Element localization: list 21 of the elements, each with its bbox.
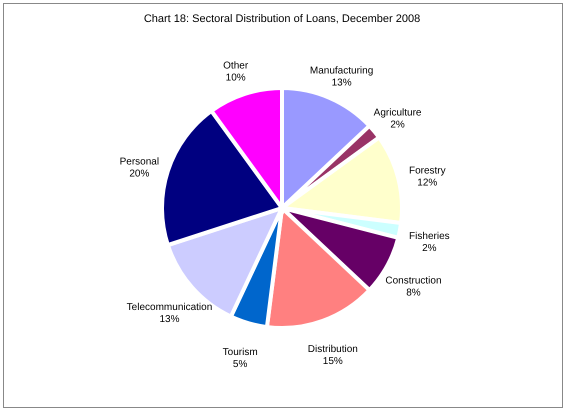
data-label: 15% xyxy=(322,356,343,368)
data-label: 10% xyxy=(226,72,246,84)
data-label: 13% xyxy=(159,314,180,326)
slice-label: Personal xyxy=(120,156,160,168)
slice-label: Telecommunication xyxy=(126,302,212,314)
data-label: 20% xyxy=(129,168,150,180)
data-label: 5% xyxy=(232,359,248,370)
data-label: 8% xyxy=(406,287,421,298)
slice-label: Other xyxy=(223,60,249,72)
slice-label: Agriculture xyxy=(374,107,422,118)
slice-label: Manufacturing xyxy=(310,65,374,76)
slice-label: Tourism xyxy=(222,347,258,358)
data-label: 2% xyxy=(390,119,405,130)
slice-label: Fisheries xyxy=(409,231,450,242)
data-label: 13% xyxy=(332,77,352,88)
slice-label: Construction xyxy=(385,275,442,286)
chart-title: Chart 18: Sectoral Distribution of Loans, December 2008 xyxy=(144,13,420,25)
data-label: 2% xyxy=(422,243,437,254)
data-label: 12% xyxy=(417,178,438,189)
slice-label: Forestry xyxy=(408,166,446,177)
slice-label: Distribution xyxy=(308,344,358,356)
